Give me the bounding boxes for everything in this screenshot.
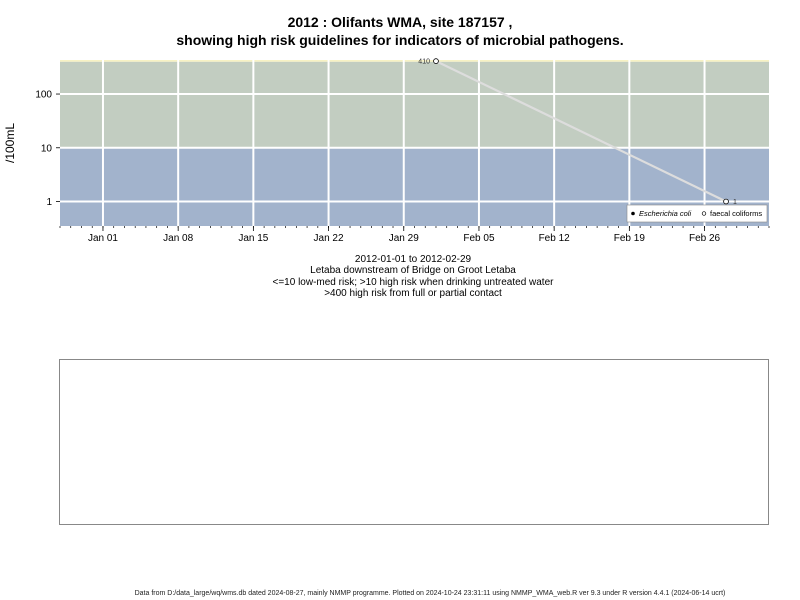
footer-note: Data from D:/data_large/wq/wms.db dated … <box>134 590 726 597</box>
risk-band-2 <box>60 60 769 62</box>
y-tick-label: 100 <box>35 90 52 101</box>
legend-label: faecal coliforms <box>710 209 762 218</box>
y-tick-label: 10 <box>41 143 53 154</box>
x-tick-label: Jan 08 <box>163 233 193 244</box>
empty-plot-panel <box>59 359 769 525</box>
series-line-0 <box>435 60 727 203</box>
data-label: 1 <box>733 199 737 206</box>
legend-marker-filled <box>631 211 635 216</box>
data-label: 410 <box>418 59 430 66</box>
x-tick-label: Feb 05 <box>463 233 495 244</box>
legend-marker-open <box>701 211 707 216</box>
caption-date-range: 2012-01-01 to 2012-02-29 <box>354 254 472 265</box>
x-tick-label: Jan 22 <box>314 233 344 244</box>
legend-box <box>626 204 768 223</box>
x-tick-label: Jan 15 <box>238 233 268 244</box>
caption-site-name: Letaba downstream of Bridge on Groot Let… <box>310 265 516 276</box>
x-tick-label: Feb 12 <box>539 233 571 244</box>
chart-title-line-1: 2012 : Olifants WMA, site 187157 , <box>287 14 513 30</box>
legend-label: Escherichia coli <box>639 209 691 218</box>
risk-band-1 <box>60 61 769 148</box>
x-tick-label: Jan 29 <box>389 233 419 244</box>
y-axis-label: /100mL <box>3 123 17 163</box>
chart-title-line-2: showing high risk guidelines for indicat… <box>176 32 624 48</box>
data-point <box>723 198 729 205</box>
x-tick-label: Feb 26 <box>689 233 721 244</box>
caption-risk-high: >400 high risk from full or partial cont… <box>324 288 502 299</box>
y-tick-label: 1 <box>46 197 52 208</box>
x-tick-label: Feb 19 <box>614 233 646 244</box>
caption-risk-low: <=10 low-med risk; >10 high risk when dr… <box>272 277 554 288</box>
x-tick-label: Jan 01 <box>88 233 118 244</box>
data-point <box>433 58 439 64</box>
chart: Jan 01 Jan 08 Jan 15 Jan 22 Jan 29 Feb 05 Feb … <box>3 58 770 244</box>
